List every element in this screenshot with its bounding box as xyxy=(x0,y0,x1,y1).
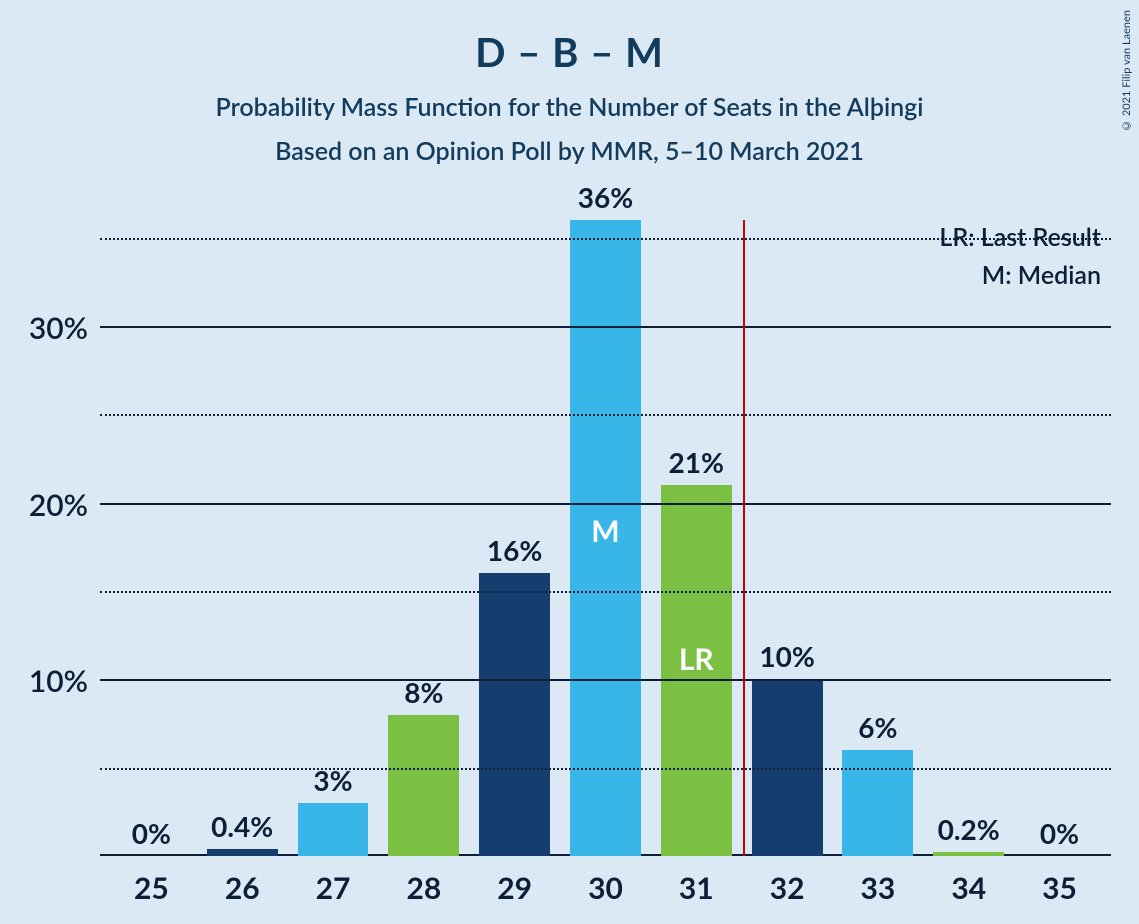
bar: 3% xyxy=(298,803,369,856)
bar-slot: 0% xyxy=(1014,220,1105,856)
x-axis-label: 26 xyxy=(197,870,288,906)
bar-slot: 36%M xyxy=(560,220,651,856)
bar-value-label: 0.2% xyxy=(938,812,1000,852)
bar: 6% xyxy=(842,750,913,856)
x-axis-label: 30 xyxy=(560,870,651,906)
grid-line xyxy=(100,591,1111,593)
x-axis-label: 29 xyxy=(469,870,560,906)
bar: 8% xyxy=(388,715,459,856)
bar-value-label: 6% xyxy=(858,710,897,750)
chart-plot-area: LR: Last Result M: Median 0%0.4%3%8%16%3… xyxy=(100,220,1111,856)
x-axis-label: 31 xyxy=(651,870,742,906)
bar-slot: 8% xyxy=(378,220,469,856)
bar-value-label: 0.4% xyxy=(211,809,273,849)
x-axis-label: 27 xyxy=(288,870,379,906)
x-axis-label: 28 xyxy=(378,870,469,906)
threshold-line xyxy=(743,220,745,856)
bar-slot: 3% xyxy=(288,220,379,856)
bar-slot: 0% xyxy=(106,220,197,856)
bar: 0.4% xyxy=(207,849,278,856)
chart-subtitle-1: Probability Mass Function for the Number… xyxy=(0,92,1139,122)
x-axis-labels: 2526272829303132333435 xyxy=(100,870,1111,906)
grid-line xyxy=(100,414,1111,416)
y-axis-label: 10% xyxy=(29,663,100,699)
bar: 0.2% xyxy=(933,852,1004,856)
bar-inner-label: LR xyxy=(679,641,714,677)
y-axis-label: 30% xyxy=(29,310,100,346)
bar-slot: 0.2% xyxy=(923,220,1014,856)
bar-value-label: 21% xyxy=(669,445,724,485)
grid-line xyxy=(100,238,1111,240)
bar-slot: 16% xyxy=(469,220,560,856)
bar: 21%LR xyxy=(661,485,732,856)
x-axis-label: 25 xyxy=(106,870,197,906)
y-axis-label: 20% xyxy=(29,487,100,523)
bar-value-label: 36% xyxy=(578,180,633,220)
copyright-text: © 2021 Filip van Laenen xyxy=(1120,10,1133,132)
chart-title: D – B – M xyxy=(0,0,1139,76)
grid-line: 20% xyxy=(100,503,1111,505)
bar-value-label: 0% xyxy=(132,816,171,856)
bars-container: 0% 0.4% 3% 8% 16% 36%M 21% LR 10% 6% 0.2% 0% xyxy=(100,220,1111,856)
grid-line: 30% xyxy=(100,326,1111,328)
grid-line: 10% xyxy=(100,679,1111,681)
bar: 36%M xyxy=(570,220,641,856)
grid-line xyxy=(100,768,1111,770)
chart-subtitle-2: Based on an Opinion Poll by MMR, 5–10 Ma… xyxy=(0,136,1139,166)
bar: 16% xyxy=(479,573,550,856)
x-axis-label: 32 xyxy=(742,870,833,906)
x-axis-label: 33 xyxy=(833,870,924,906)
bar-slot: 0.4% xyxy=(197,220,288,856)
bar-value-label: 10% xyxy=(759,639,814,679)
bar-inner-label: M xyxy=(591,513,619,549)
x-axis-label: 34 xyxy=(923,870,1014,906)
bar-value-label: 0% xyxy=(1040,816,1079,856)
bar-slot: 10% xyxy=(742,220,833,856)
x-axis-label: 35 xyxy=(1014,870,1105,906)
bar-value-label: 16% xyxy=(487,533,542,573)
bar-slot: 21% LR xyxy=(651,220,742,856)
bar-slot: 6% xyxy=(833,220,924,856)
